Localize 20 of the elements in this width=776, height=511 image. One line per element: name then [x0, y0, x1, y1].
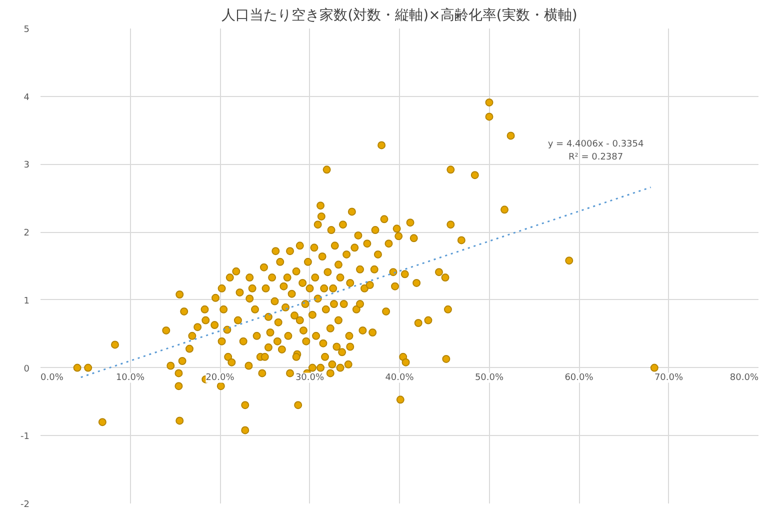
x-tick-label: 40.0% — [385, 372, 414, 383]
annotation: R² = 0.2387 — [568, 152, 624, 162]
annotation: y = 4.4006x - 0.3354 — [548, 139, 644, 150]
x-tick-label: 0.0% — [40, 372, 64, 383]
x-tick-label: 80.0% — [730, 372, 759, 383]
y-tick-label: 3 — [24, 160, 30, 171]
x-tick-label: 60.0% — [564, 372, 594, 383]
y-tick-label: 4 — [24, 92, 30, 103]
x-tick-label: 70.0% — [654, 372, 684, 383]
x-tick-label: 10.0% — [116, 372, 145, 383]
x-tick-label: 20.0% — [206, 372, 235, 383]
y-tick-label: 5 — [24, 25, 30, 35]
y-tick-label: -1 — [20, 432, 30, 442]
chart-title: 人口当たり空き家数(対数・縦軸)×高齢化率(実数・横軸) — [222, 8, 578, 24]
y-tick-label: 1 — [24, 296, 30, 306]
y-tick-label: 0 — [24, 364, 30, 374]
x-tick-label: 50.0% — [474, 372, 504, 383]
x-tick-label: 30.0% — [295, 372, 324, 383]
y-tick-label: -2 — [20, 500, 30, 510]
y-tick-label: 2 — [24, 228, 30, 239]
